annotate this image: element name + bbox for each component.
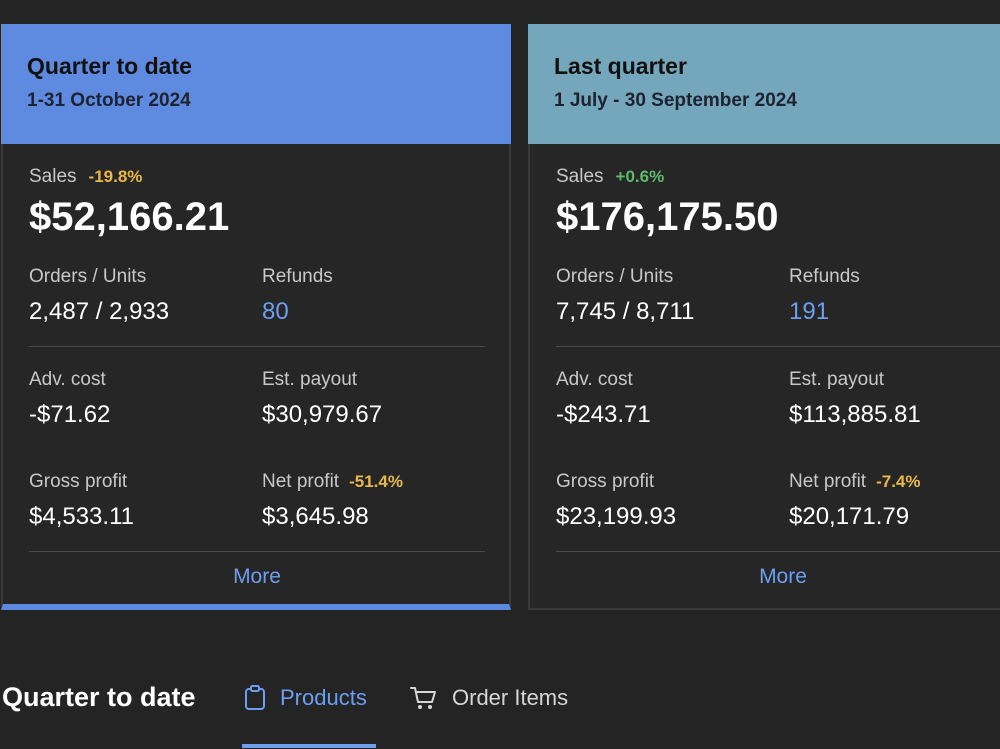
sales-value: $176,175.50 — [556, 195, 779, 239]
net-profit-change-badge: -51.4% — [349, 472, 403, 491]
net-profit-value: $3,645.98 — [262, 503, 369, 530]
adv-cost-value: -$71.62 — [29, 401, 111, 428]
refunds-label: Refunds — [262, 266, 333, 287]
sales-row: Sales +0.6% — [556, 166, 984, 188]
sales-label: Sales — [29, 166, 77, 187]
sales-change-badge: -19.8% — [88, 167, 143, 186]
refunds-link[interactable]: 80 — [262, 298, 289, 325]
net-profit-value: $20,171.79 — [789, 503, 910, 530]
tab-order-items[interactable]: Order Items — [410, 682, 568, 714]
last-quarter-card[interactable]: Last quarter 1 July - 30 September 2024 … — [528, 24, 1000, 610]
orders-refunds-section: Orders / Units 2,487 / 2,933 Refunds 80 — [29, 266, 485, 347]
gross-profit-label: Gross profit — [29, 471, 128, 492]
section-title: Quarter to date — [2, 682, 196, 712]
adv-cost-value: -$243.71 — [556, 401, 651, 428]
profit-section: Gross profit $4,533.11 Net profit -51.4% … — [29, 471, 485, 552]
orders-refunds-section: Orders / Units 7,745 / 8,711 Refunds 191 — [556, 266, 1000, 347]
net-profit-change-badge: -7.4% — [876, 472, 921, 491]
orders-units-label: Orders / Units — [29, 266, 147, 287]
orders-units-value: 2,487 / 2,933 — [29, 298, 170, 325]
more-link[interactable]: More — [233, 565, 281, 588]
clipboard-icon — [245, 685, 265, 710]
gross-profit-label: Gross profit — [556, 471, 655, 492]
est-payout-value: $113,885.81 — [789, 401, 921, 428]
sales-row: Sales -19.8% — [29, 166, 485, 188]
card-body: Sales -19.8% $52,166.21 Orders / Units 2,… — [3, 166, 509, 590]
active-tab-indicator — [242, 744, 376, 748]
sales-value: $52,166.21 — [29, 195, 230, 239]
refunds-link[interactable]: 191 — [789, 298, 830, 325]
est-payout-label: Est. payout — [262, 369, 358, 390]
tab-products-label: Products — [280, 685, 367, 710]
sales-label: Sales — [556, 166, 604, 187]
quarter-to-date-card[interactable]: Quarter to date 1-31 October 2024 Sales -… — [1, 24, 511, 610]
sales-change-badge: +0.6% — [615, 167, 665, 186]
tab-products[interactable]: Products — [244, 682, 367, 714]
adv-cost-label: Adv. cost — [29, 369, 106, 390]
card-header: Quarter to date 1-31 October 2024 — [1, 24, 511, 144]
net-profit-label: Net profit — [262, 471, 340, 492]
net-profit-label: Net profit — [789, 471, 867, 492]
section-tab-bar: Quarter to date Products Order Items — [0, 668, 1000, 749]
card-title: Last quarter — [554, 53, 687, 79]
card-date-range: 1-31 October 2024 — [27, 90, 191, 111]
orders-units-label: Orders / Units — [556, 266, 674, 287]
net-profit-row: Net profit -51.4% — [262, 471, 485, 493]
refunds-label: Refunds — [789, 266, 860, 287]
tab-order-items-label: Order Items — [452, 685, 569, 710]
est-payout-label: Est. payout — [789, 369, 885, 390]
card-header: Last quarter 1 July - 30 September 2024 — [528, 24, 1000, 144]
net-profit-row: Net profit -7.4% — [789, 471, 1000, 493]
gross-profit-value: $4,533.11 — [29, 503, 134, 530]
adv-cost-label: Adv. cost — [556, 369, 633, 390]
est-payout-value: $30,979.67 — [262, 401, 383, 428]
more-link[interactable]: More — [759, 565, 807, 588]
profit-section: Gross profit $23,199.93 Net profit -7.4% … — [556, 471, 1000, 552]
cost-payout-section: Adv. cost -$71.62 Est. payout $30,979.67 — [29, 369, 485, 429]
gross-profit-value: $23,199.93 — [556, 503, 677, 530]
card-body: Sales +0.6% $176,175.50 Orders / Units 7,… — [530, 166, 1000, 590]
card-date-range: 1 July - 30 September 2024 — [554, 90, 797, 111]
cost-payout-section: Adv. cost -$243.71 Est. payout $113,885.… — [556, 369, 984, 429]
card-title: Quarter to date — [27, 53, 192, 79]
orders-units-value: 7,745 / 8,711 — [556, 298, 695, 325]
cart-icon — [410, 687, 436, 709]
